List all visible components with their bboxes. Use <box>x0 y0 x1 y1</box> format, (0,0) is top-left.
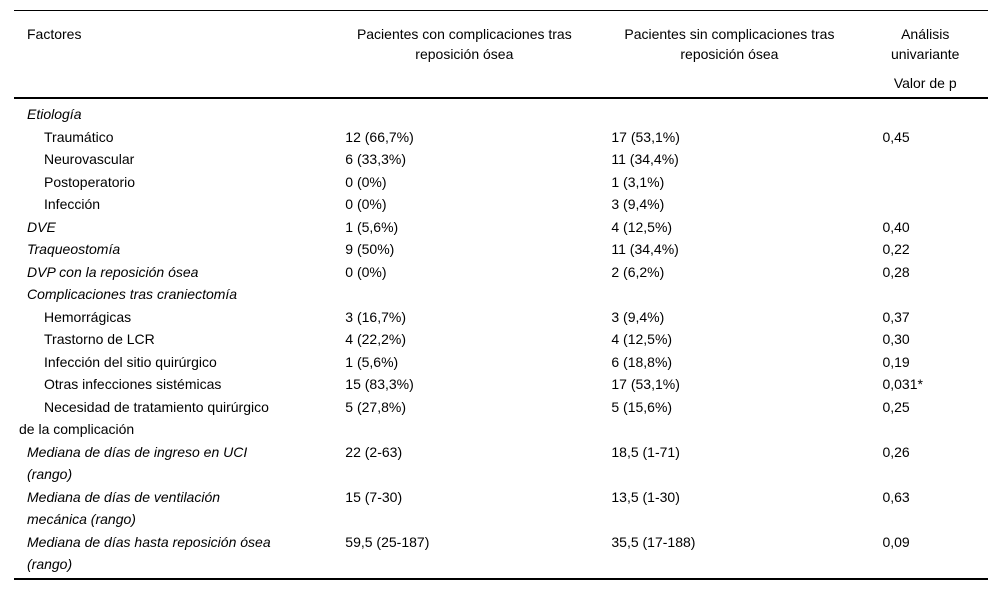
table-row: Infección 0 (0%) 3 (9,4%) <box>14 193 988 216</box>
sin-complicaciones-value-cell: 18,5 (1-71) <box>611 443 680 460</box>
sin-complicaciones-value-cell: 11 (34,4%) <box>611 241 679 257</box>
con-complicaciones-value-cell: 59,5 (25-187) <box>345 533 430 550</box>
p-value-cell: 0,40 <box>882 218 910 235</box>
p-value-cell <box>862 148 988 171</box>
con-complicaciones-value-cell: 15 (7-30) <box>345 488 403 505</box>
table-row: Infección del sitio quirúrgico 1 (5,6%) … <box>14 351 988 374</box>
factor-cell: Trastorno de LCR <box>44 331 155 347</box>
factor-cell: Infección del sitio quirúrgico <box>44 353 217 370</box>
factor-cell: Traqueostomía <box>27 241 121 257</box>
column-header-sin-complicaciones: Pacientes sin complicaciones tras reposi… <box>596 11 863 99</box>
factor-cell: Mediana de días de ventilación mecánica … <box>27 488 221 528</box>
factor-cell: Etiología <box>27 106 82 122</box>
con-complicaciones-value-cell: 1 (5,6%) <box>345 218 399 235</box>
p-value-cell: 0,25 <box>882 398 910 415</box>
sin-complicaciones-value-cell: 5 (15,6%) <box>611 398 673 415</box>
table-row: Neurovascular 6 (33,3%) 11 (34,4%) <box>14 148 988 171</box>
table-row: DVE 1 (5,6%) 4 (12,5%) 0,40 <box>14 216 988 239</box>
factor-cell: Necesidad de tratamiento quirúrgico de l… <box>19 398 269 438</box>
p-value-cell: 0,19 <box>882 353 910 370</box>
factor-cell: DVE <box>27 218 56 235</box>
sin-complicaciones-value-cell: 4 (12,5%) <box>611 331 673 347</box>
con-complicaciones-value-cell: 15 (83,3%) <box>345 376 414 392</box>
table-row: Mediana de días de ventilación mecánica … <box>14 486 988 531</box>
table-row: Traumático 12 (66,7%) 17 (53,1%) 0,45 <box>14 126 988 149</box>
table-row: Postoperatorio 0 (0%) 1 (3,1%) <box>14 171 988 194</box>
factor-cell: Traumático <box>44 128 114 145</box>
univariate-analysis-table: Factores Pacientes con complicaciones tr… <box>14 11 988 578</box>
factor-cell: Infección <box>44 196 101 212</box>
table-row: Trastorno de LCR 4 (22,2%) 4 (12,5%) 0,3… <box>14 328 988 351</box>
con-complicaciones-value-cell: 4 (22,2%) <box>345 331 406 347</box>
con-complicaciones-value-cell: 5 (27,8%) <box>345 398 406 415</box>
con-complicaciones-value-cell <box>332 98 596 126</box>
factor-cell: Postoperatorio <box>44 173 136 190</box>
sin-complicaciones-value-cell: 3 (9,4%) <box>611 308 665 325</box>
sin-complicaciones-value-cell <box>596 98 862 126</box>
p-value-cell <box>862 283 988 306</box>
table-row: Mediana de días de ingreso en UCI (rango… <box>14 441 988 486</box>
p-value-cell: 0,30 <box>882 331 910 347</box>
con-complicaciones-value-cell <box>332 283 596 306</box>
sin-complicaciones-value-cell: 1 (3,1%) <box>611 173 665 190</box>
con-complicaciones-value-cell: 6 (33,3%) <box>345 151 406 167</box>
table-body: Etiología Traumático 12 (66,7%) 17 (53,1… <box>14 98 988 578</box>
table-row: Otras infecciones sistémicas 15 (83,3%) … <box>14 373 988 396</box>
p-value-cell: 0,45 <box>882 128 910 145</box>
header-row: Factores Pacientes con complicaciones tr… <box>14 11 988 99</box>
con-complicaciones-value-cell: 1 (5,6%) <box>345 353 399 370</box>
con-complicaciones-value-cell: 12 (66,7%) <box>345 128 414 145</box>
table-row: Complicaciones tras craniectomía <box>14 283 988 306</box>
sin-complicaciones-value-cell: 35,5 (17-188) <box>611 533 696 550</box>
p-value-cell: 0,031* <box>882 376 923 392</box>
p-value-cell: 0,28 <box>882 263 910 280</box>
factor-cell: Otras infecciones sistémicas <box>44 376 222 392</box>
column-header-con-complicaciones: Pacientes con complicaciones tras reposi… <box>332 11 597 99</box>
p-value-cell: 0,22 <box>882 241 910 257</box>
p-value-cell: 0,26 <box>882 443 910 460</box>
p-value-cell: 0,09 <box>882 533 910 550</box>
factor-cell: Complicaciones tras craniectomía <box>27 286 238 302</box>
con-complicaciones-value-cell: 0 (0%) <box>345 263 387 280</box>
sin-complicaciones-value-cell: 17 (53,1%) <box>611 128 680 145</box>
table-sheet: Factores Pacientes con complicaciones tr… <box>14 10 988 580</box>
table-row: Traqueostomía 9 (50%) 11 (34,4%) 0,22 <box>14 238 988 261</box>
column-header-factores: Factores <box>14 11 333 99</box>
con-complicaciones-value-cell: 22 (2-63) <box>345 443 403 460</box>
analisis-univariante-label: Análisis univariante <box>890 26 960 62</box>
sin-complicaciones-value-cell: 4 (12,5%) <box>611 218 673 235</box>
sin-complicaciones-value-cell: 3 (9,4%) <box>611 196 665 212</box>
con-complicaciones-value-cell: 3 (16,7%) <box>345 308 406 325</box>
factor-cell: DVP con la reposición ósea <box>27 263 199 280</box>
factor-cell: Neurovascular <box>44 151 135 167</box>
sin-complicaciones-value-cell: 13,5 (1-30) <box>611 488 680 505</box>
sin-complicaciones-value-cell: 6 (18,8%) <box>611 353 673 370</box>
factor-cell: Hemorrágicas <box>44 308 132 325</box>
p-value-cell <box>862 193 988 216</box>
table-row: Hemorrágicas 3 (16,7%) 3 (9,4%) 0,37 <box>14 306 988 329</box>
con-complicaciones-value-cell: 9 (50%) <box>345 241 395 257</box>
valor-de-p-label: Valor de p <box>893 75 957 91</box>
con-complicaciones-value-cell: 0 (0%) <box>345 196 387 212</box>
sin-complicaciones-value-cell: 11 (34,4%) <box>611 151 679 167</box>
p-value-cell <box>862 171 988 194</box>
sin-complicaciones-value-cell <box>596 283 862 306</box>
factor-cell: Mediana de días de ingreso en UCI (rango… <box>27 443 248 483</box>
table-row: Etiología <box>14 98 988 126</box>
p-value-cell: 0,63 <box>882 488 910 505</box>
con-complicaciones-value-cell: 0 (0%) <box>345 173 387 190</box>
column-header-analisis-univariante: Análisis univariante Valor de p <box>862 11 988 99</box>
table-row: Mediana de días hasta reposición ósea (r… <box>14 531 988 578</box>
table-header: Factores Pacientes con complicaciones tr… <box>14 11 988 99</box>
p-value-cell: 0,37 <box>882 308 910 325</box>
sin-complicaciones-value-cell: 2 (6,2%) <box>611 263 665 280</box>
factor-cell: Mediana de días hasta reposición ósea (r… <box>27 533 271 573</box>
p-value-cell <box>862 98 988 126</box>
sin-complicaciones-value-cell: 17 (53,1%) <box>611 376 680 392</box>
table-row: Necesidad de tratamiento quirúrgico de l… <box>14 396 988 441</box>
table-row: DVP con la reposición ósea 0 (0%) 2 (6,2… <box>14 261 988 284</box>
